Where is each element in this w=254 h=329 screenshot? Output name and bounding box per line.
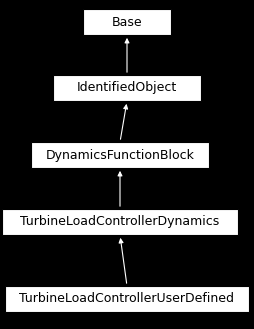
Text: TurbineLoadControllerDynamics: TurbineLoadControllerDynamics	[20, 215, 219, 229]
FancyBboxPatch shape	[2, 209, 237, 235]
Text: Base: Base	[111, 15, 142, 29]
Text: IdentifiedObject: IdentifiedObject	[76, 82, 177, 94]
FancyBboxPatch shape	[53, 75, 200, 101]
FancyBboxPatch shape	[31, 142, 208, 168]
FancyBboxPatch shape	[83, 9, 170, 35]
Text: TurbineLoadControllerUserDefined: TurbineLoadControllerUserDefined	[19, 292, 234, 306]
FancyBboxPatch shape	[5, 286, 248, 312]
Text: DynamicsFunctionBlock: DynamicsFunctionBlock	[45, 148, 194, 162]
